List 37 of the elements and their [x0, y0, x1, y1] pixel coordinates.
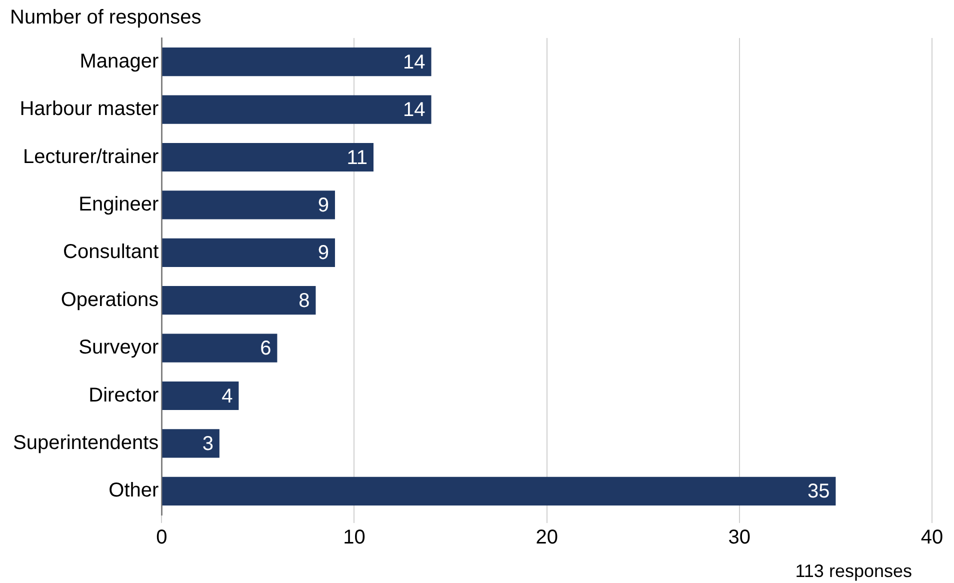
bar	[162, 142, 374, 172]
y-tick-label: Consultant	[63, 241, 160, 264]
y-tick-label: Harbour master	[20, 98, 159, 120]
data-label: 35	[807, 480, 830, 503]
data-label: 8	[298, 290, 310, 312]
y-tick-label: Engineer	[78, 193, 159, 216]
bar	[162, 48, 432, 76]
x-tick-label: 30	[728, 526, 751, 549]
y-tick-label: Director	[88, 384, 159, 406]
x-tick-label: 20	[536, 526, 558, 549]
bar	[162, 190, 335, 220]
y-tick-label: Manager	[80, 50, 159, 72]
data-label: 9	[318, 242, 329, 264]
data-label: 4	[222, 385, 233, 408]
y-tick-label: Operations	[60, 288, 159, 311]
data-label: 9	[318, 194, 329, 216]
data-label: 11	[346, 146, 368, 169]
text: 113 responses	[795, 560, 912, 581]
bar	[162, 286, 316, 315]
bar	[162, 238, 335, 267]
x-tick-label: 10	[343, 526, 366, 549]
data-label: 14	[403, 99, 426, 122]
x-tick-label: 0	[156, 526, 168, 549]
data-label: 14	[403, 51, 426, 74]
chart-title: Number of responses	[10, 6, 202, 29]
y-tick-label: Surveyor	[78, 336, 159, 359]
y-tick-label: Superintendents	[12, 432, 159, 454]
y-tick-label: Other	[108, 480, 159, 502]
y-tick-label: Lecturer/trainer	[23, 146, 159, 168]
x-tick-label: 40	[920, 526, 944, 549]
data-label: 3	[202, 432, 214, 455]
bar	[162, 476, 836, 506]
data-label: 6	[260, 338, 272, 360]
bar	[162, 381, 239, 410]
bar	[162, 334, 278, 362]
bar	[162, 429, 220, 458]
bar	[162, 95, 432, 124]
